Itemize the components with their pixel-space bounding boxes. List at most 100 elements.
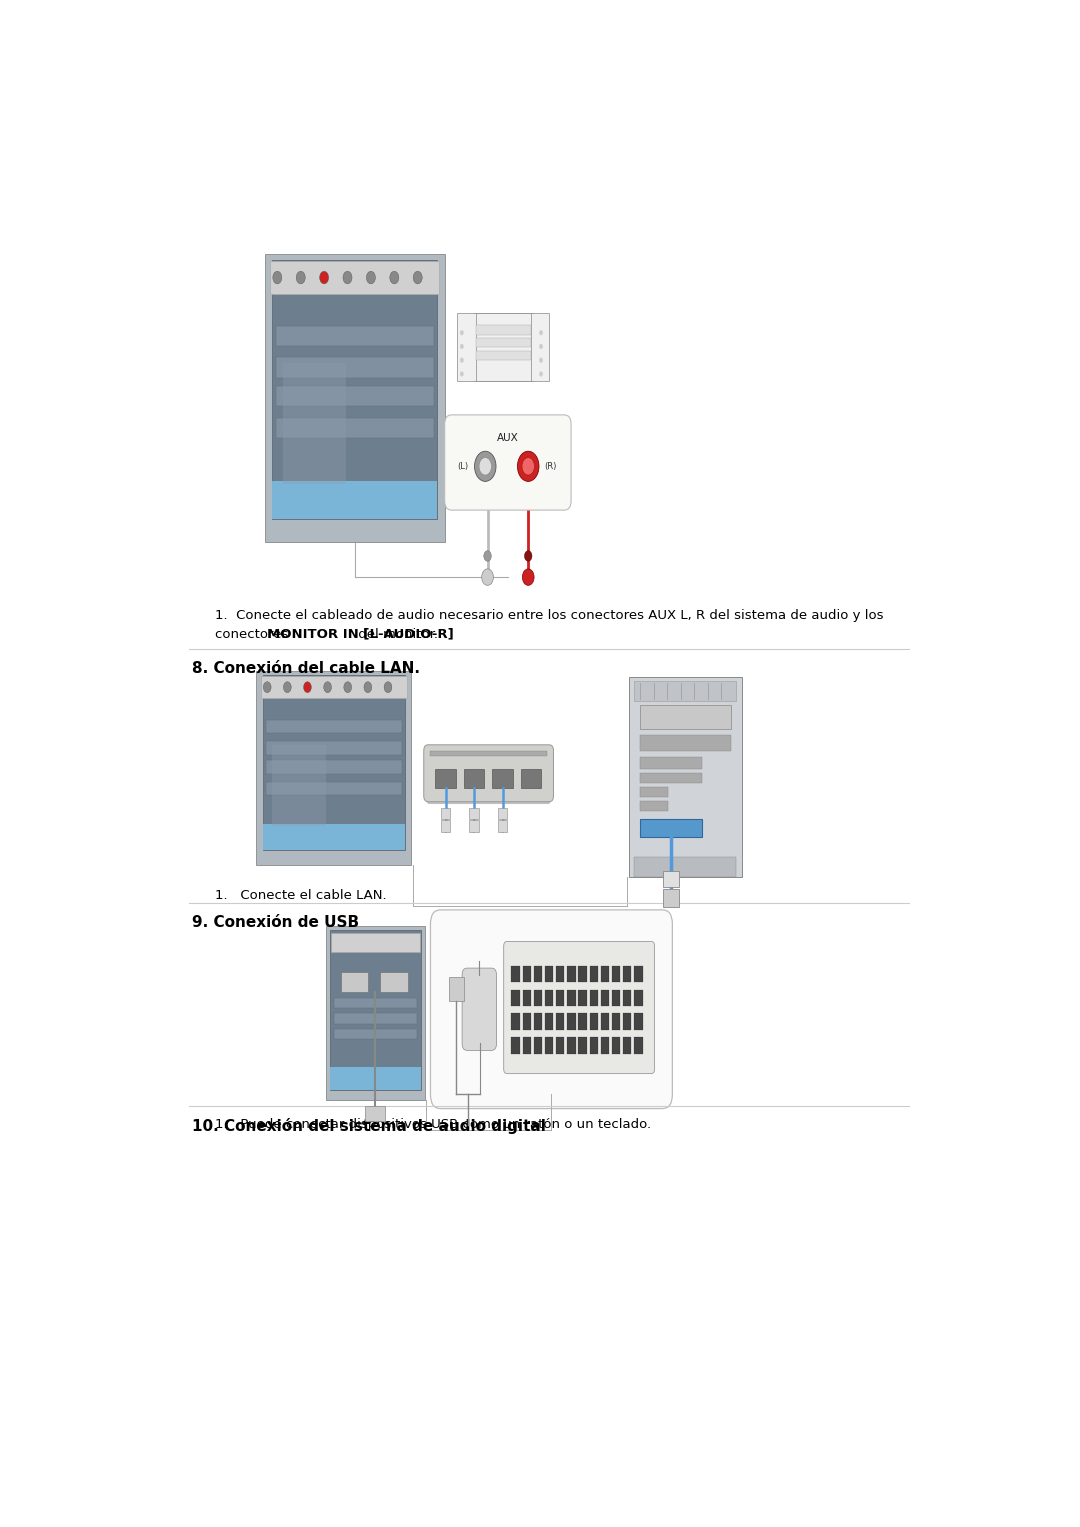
- Circle shape: [303, 681, 311, 693]
- Bar: [600, 1014, 609, 1031]
- Circle shape: [283, 681, 292, 693]
- Text: (L): (L): [457, 461, 469, 470]
- Text: del monitor.: del monitor.: [354, 628, 437, 641]
- Bar: [523, 1014, 531, 1031]
- Bar: [600, 989, 609, 1006]
- Bar: [545, 1014, 553, 1031]
- Circle shape: [474, 452, 496, 481]
- Text: MONITOR IN [L-AUDIO-R]: MONITOR IN [L-AUDIO-R]: [267, 628, 454, 641]
- Bar: [579, 965, 586, 982]
- Bar: [326, 927, 424, 1101]
- Bar: [475, 351, 531, 360]
- Bar: [469, 808, 478, 820]
- Bar: [523, 1037, 531, 1054]
- Bar: [266, 741, 402, 754]
- Bar: [475, 337, 531, 348]
- Bar: [441, 808, 450, 820]
- Bar: [272, 481, 437, 519]
- Bar: [463, 770, 485, 788]
- Bar: [498, 820, 508, 832]
- Bar: [441, 820, 450, 832]
- Bar: [365, 1106, 386, 1121]
- FancyBboxPatch shape: [427, 750, 551, 805]
- Bar: [567, 989, 576, 1006]
- Bar: [534, 1037, 542, 1054]
- Bar: [329, 1067, 420, 1090]
- Bar: [511, 1037, 519, 1054]
- Bar: [579, 1014, 586, 1031]
- Bar: [262, 825, 405, 849]
- Bar: [261, 676, 406, 698]
- Bar: [556, 989, 565, 1006]
- Bar: [634, 965, 643, 982]
- Bar: [634, 1037, 643, 1054]
- Bar: [534, 1014, 542, 1031]
- Bar: [567, 1037, 576, 1054]
- Bar: [629, 676, 742, 876]
- Text: 9. Conexión de USB: 9. Conexión de USB: [192, 915, 359, 930]
- Text: conectores: conectores: [215, 628, 292, 641]
- Circle shape: [324, 681, 332, 693]
- Bar: [275, 386, 434, 406]
- Circle shape: [517, 452, 539, 481]
- Text: AUX: AUX: [497, 434, 518, 443]
- Bar: [623, 965, 632, 982]
- Bar: [275, 357, 434, 377]
- Bar: [640, 757, 702, 770]
- FancyBboxPatch shape: [445, 415, 571, 510]
- FancyBboxPatch shape: [431, 910, 673, 1109]
- Bar: [640, 786, 669, 797]
- Circle shape: [414, 272, 422, 284]
- Circle shape: [460, 371, 463, 377]
- Circle shape: [384, 681, 392, 693]
- Bar: [329, 930, 420, 1090]
- Bar: [612, 1037, 620, 1054]
- Bar: [340, 971, 368, 993]
- Bar: [634, 681, 737, 701]
- Bar: [475, 325, 531, 334]
- Bar: [498, 808, 508, 820]
- Text: 1.   Conecte el cable LAN.: 1. Conecte el cable LAN.: [215, 889, 387, 902]
- Bar: [545, 965, 553, 982]
- Bar: [266, 760, 402, 774]
- Bar: [579, 989, 586, 1006]
- Bar: [590, 1014, 598, 1031]
- Bar: [334, 1029, 417, 1040]
- Text: 8. Conexión del cable LAN.: 8. Conexión del cable LAN.: [192, 661, 420, 675]
- Bar: [640, 705, 730, 728]
- Circle shape: [390, 272, 399, 284]
- Bar: [545, 1037, 553, 1054]
- Bar: [634, 989, 643, 1006]
- Bar: [511, 965, 519, 982]
- Bar: [283, 363, 346, 484]
- Bar: [330, 933, 420, 953]
- Text: 1.   Puede conectar dispositivos USB como un ratón o un teclado.: 1. Puede conectar dispositivos USB como …: [215, 1118, 650, 1132]
- Bar: [623, 1037, 632, 1054]
- FancyBboxPatch shape: [462, 968, 497, 1051]
- Circle shape: [343, 681, 352, 693]
- Bar: [640, 773, 702, 783]
- Bar: [567, 965, 576, 982]
- Bar: [590, 965, 598, 982]
- Bar: [634, 857, 737, 876]
- Bar: [556, 1037, 565, 1054]
- Bar: [334, 997, 417, 1008]
- Bar: [612, 1014, 620, 1031]
- Bar: [567, 1014, 576, 1031]
- Bar: [600, 965, 609, 982]
- Bar: [663, 870, 679, 887]
- Bar: [612, 965, 620, 982]
- FancyBboxPatch shape: [423, 745, 554, 802]
- Circle shape: [539, 330, 543, 336]
- Bar: [521, 770, 541, 788]
- Bar: [612, 989, 620, 1006]
- Circle shape: [525, 551, 532, 562]
- Bar: [492, 770, 513, 788]
- Text: (R): (R): [544, 461, 557, 470]
- Circle shape: [273, 272, 282, 284]
- Bar: [266, 782, 402, 796]
- Circle shape: [460, 330, 463, 336]
- Circle shape: [343, 272, 352, 284]
- Bar: [380, 971, 408, 993]
- Bar: [640, 818, 702, 837]
